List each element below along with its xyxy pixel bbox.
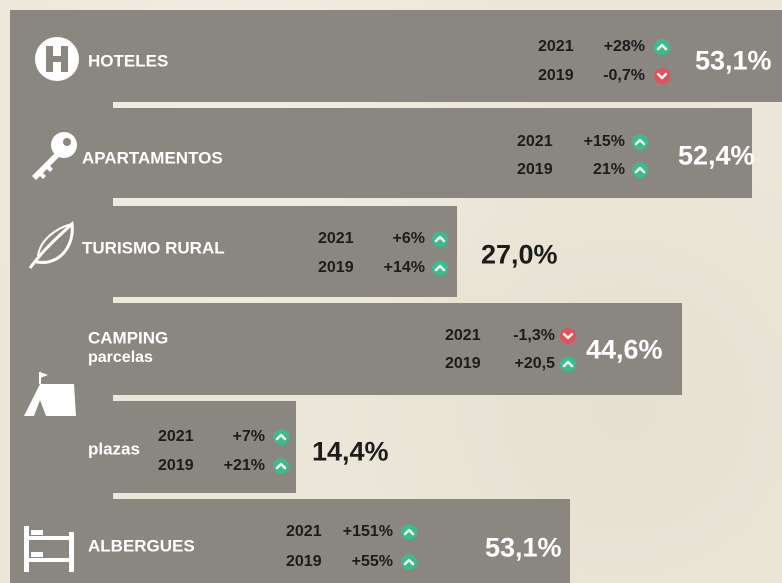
stat-change: +6%: [392, 230, 425, 247]
stat-change: 21%: [592, 161, 625, 178]
up-badge: [632, 162, 648, 178]
bunk-bed-icon: [24, 526, 74, 572]
stat-change: +15%: [583, 133, 625, 150]
up-badge: [273, 458, 289, 474]
leaf-icon: [28, 220, 74, 269]
stat-change: +28%: [603, 38, 645, 55]
up-badge: [654, 39, 670, 55]
row-label: APARTAMENTOS: [82, 148, 223, 168]
stat-year: 2021: [318, 230, 354, 247]
stat-year: 2019: [538, 67, 574, 84]
stat-year: 2019: [445, 355, 481, 372]
stat-year: 2019: [517, 161, 553, 178]
up-badge: [401, 524, 417, 540]
stat-year: 2021: [445, 327, 481, 344]
row-label: HOTELES: [88, 51, 169, 71]
down-badge: [654, 68, 670, 84]
row-label: plazas: [88, 439, 140, 459]
stat-year: 2021: [538, 38, 574, 55]
stat-change: -1,3%: [513, 327, 555, 344]
stat-year: 2021: [517, 133, 553, 150]
row-value: 53,1%: [485, 532, 562, 563]
row-value: 14,4%: [312, 436, 389, 467]
stat-year: 2021: [286, 523, 322, 540]
up-badge: [401, 554, 417, 570]
row-value: 44,6%: [586, 334, 663, 365]
row-sublabel: parcelas: [88, 349, 153, 366]
stat-change: +20,5: [514, 355, 555, 372]
stat-change: +151%: [342, 523, 393, 540]
up-badge: [432, 260, 448, 276]
stat-change: +7%: [232, 428, 265, 445]
up-badge: [560, 356, 576, 372]
row-bar: [10, 108, 752, 198]
stat-year: 2019: [158, 457, 194, 474]
down-badge: [560, 328, 576, 344]
stat-year: 2019: [318, 259, 354, 276]
row-bar: [10, 10, 782, 102]
row-value: 27,0%: [481, 239, 558, 270]
up-badge: [273, 429, 289, 445]
stat-change: +55%: [351, 553, 393, 570]
up-badge: [432, 231, 448, 247]
row-label: CAMPING: [88, 328, 169, 348]
row-value: 53,1%: [695, 45, 772, 76]
stat-year: 2021: [158, 428, 194, 445]
row-label: TURISMO RURAL: [82, 238, 225, 258]
left-column: [10, 10, 113, 583]
hotel-icon: [35, 37, 79, 81]
stat-change: +14%: [383, 259, 425, 276]
up-badge: [632, 134, 648, 150]
key-icon: [32, 132, 77, 180]
row-value: 52,4%: [678, 140, 755, 171]
row-label: ALBERGUES: [88, 536, 195, 556]
stat-change: -0,7%: [603, 67, 645, 84]
tent-icon: [24, 372, 76, 416]
row-bar: [10, 303, 682, 395]
stat-year: 2019: [286, 553, 322, 570]
stat-change: +21%: [223, 457, 265, 474]
